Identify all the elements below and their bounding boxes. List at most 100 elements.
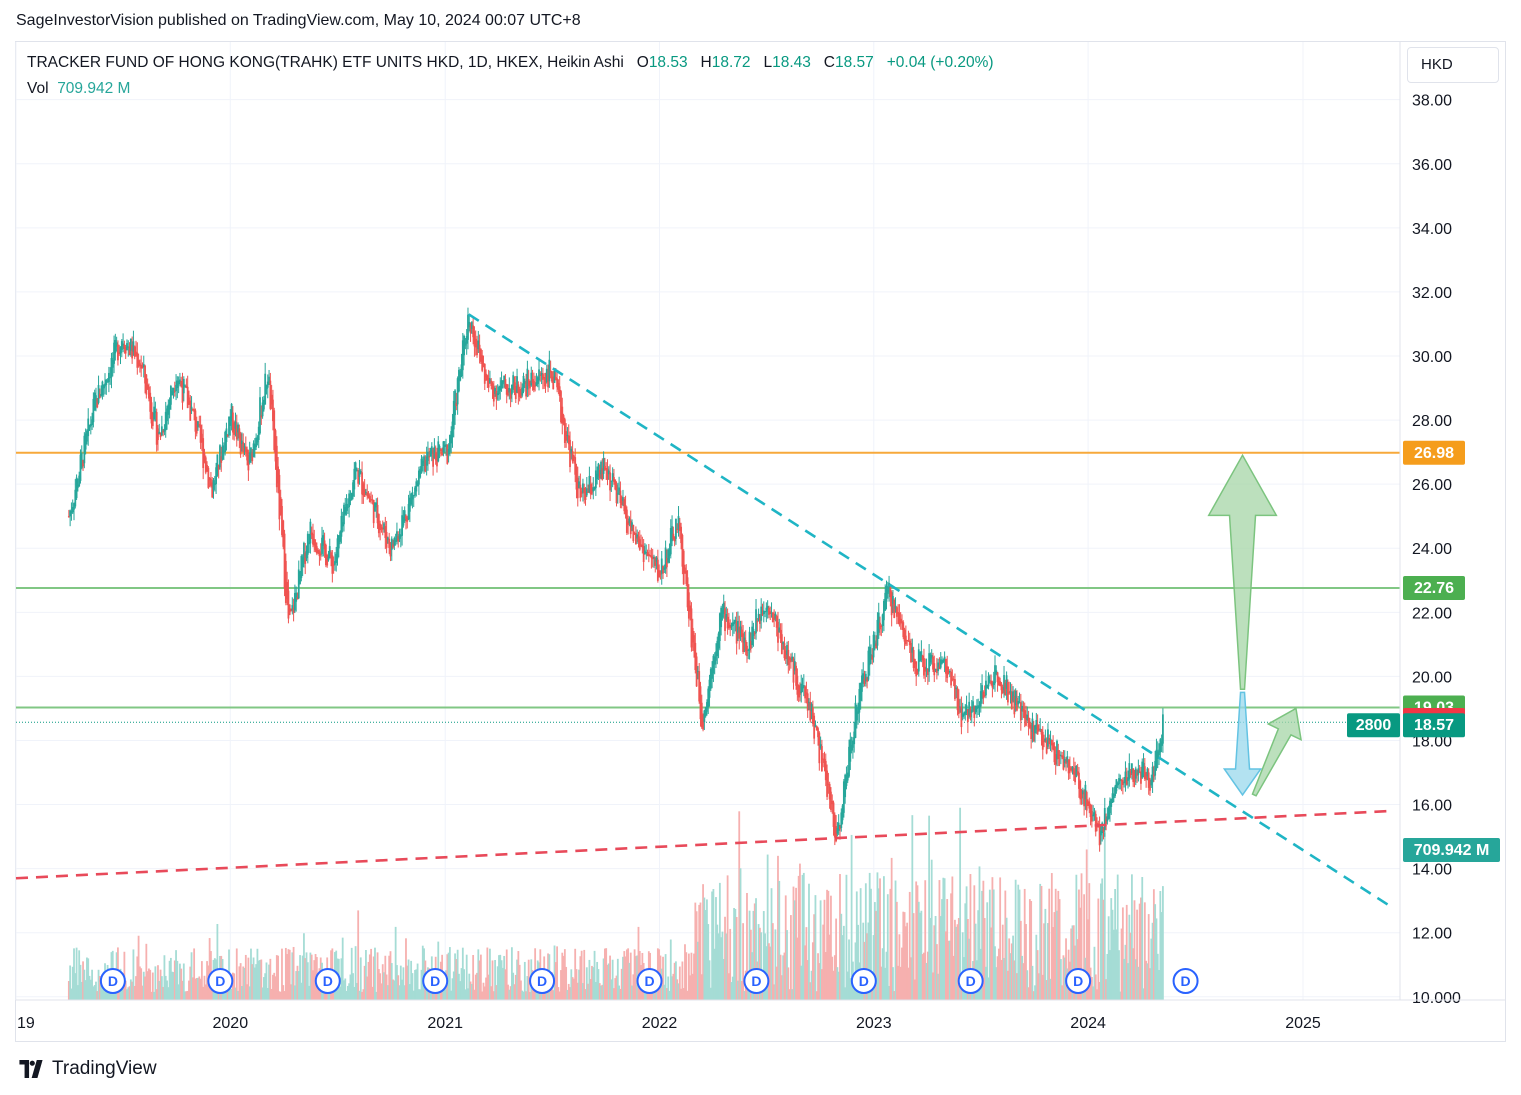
candle-body: [1133, 775, 1136, 783]
volume-bar: [423, 948, 425, 1000]
dividend-label: D: [751, 973, 761, 989]
candle-body: [774, 613, 777, 619]
dividend-marker: D: [1065, 968, 1092, 994]
candle: [491, 381, 494, 399]
candle: [367, 491, 370, 499]
candle-body: [673, 536, 676, 542]
volume-bar: [96, 991, 99, 1000]
candle: [535, 373, 538, 387]
candle-body: [583, 487, 586, 494]
candle-body: [253, 444, 256, 451]
candle: [231, 406, 234, 440]
candle-body: [269, 380, 272, 409]
candle-body: [126, 343, 128, 351]
y-tick-label: 36.00: [1412, 157, 1452, 174]
candle: [844, 773, 847, 804]
candle-body: [895, 607, 898, 617]
candle: [726, 608, 729, 635]
candle-body: [597, 463, 600, 477]
candle: [353, 462, 356, 497]
candle-body: [961, 713, 964, 717]
volume-bar: [145, 943, 148, 1000]
candle: [793, 653, 796, 675]
level-price-label-text: 26.98: [1414, 445, 1454, 462]
candle-body: [665, 558, 668, 568]
footer-brand[interactable]: TradingView: [16, 1058, 157, 1080]
candle: [740, 620, 743, 643]
candle-body: [458, 369, 460, 392]
candle: [867, 646, 870, 682]
volume-bar: [703, 897, 706, 1000]
currency-button[interactable]: HKD: [1407, 47, 1499, 83]
volume-bar: [242, 966, 245, 1000]
candle-body: [560, 391, 562, 423]
candle-body: [476, 343, 478, 356]
candle: [801, 677, 804, 693]
volume-bar: [309, 952, 312, 1000]
candle-body: [1121, 780, 1124, 785]
candle-body: [805, 692, 808, 695]
volume-bar: [1110, 898, 1113, 1000]
volume-bar: [992, 889, 995, 1000]
candle-body: [310, 532, 313, 535]
candles: [67, 307, 1164, 852]
volume-bar: [1154, 904, 1157, 1000]
volume-bar: [753, 903, 756, 1000]
candle-body: [632, 524, 635, 542]
candle: [355, 467, 358, 472]
candle-body: [84, 433, 87, 450]
candle-body: [974, 705, 977, 713]
candle-body: [650, 555, 653, 559]
candle: [654, 556, 657, 573]
candle: [903, 627, 906, 650]
volume-bar: [950, 893, 952, 1000]
candle-body: [1010, 691, 1013, 710]
candle: [458, 366, 460, 393]
dividend-marker: D: [743, 968, 770, 994]
candle-body: [195, 421, 198, 434]
volume-bar: [737, 980, 739, 1000]
candle: [384, 516, 387, 550]
candle: [341, 511, 344, 533]
volume-bar: [553, 945, 556, 1000]
ticker-label: 2800: [1347, 713, 1400, 738]
volume-bar: [926, 951, 929, 1000]
volume-bar: [317, 983, 320, 1000]
candle-body: [1014, 690, 1017, 706]
volume-bar: [1018, 889, 1021, 1000]
candle: [1081, 787, 1084, 805]
candle: [939, 652, 942, 670]
candle: [1049, 730, 1052, 751]
volume-bar: [239, 963, 242, 1000]
candle: [508, 377, 511, 400]
candle-body: [146, 384, 149, 390]
candle: [530, 366, 533, 387]
candle-body: [948, 671, 951, 673]
candle-body: [536, 377, 539, 384]
volume-bar: [700, 974, 703, 1000]
candle-body: [173, 390, 176, 392]
dividend-icon: [1172, 968, 1199, 994]
candle: [755, 599, 757, 640]
volume-bar: [569, 987, 571, 1000]
volume-bar: [268, 964, 270, 1000]
candle: [696, 666, 699, 680]
candle: [340, 508, 343, 544]
candle-body: [114, 340, 117, 354]
x-tick-label: 2023: [856, 1015, 892, 1032]
candle-body: [1044, 738, 1047, 742]
candle: [623, 497, 626, 515]
volume-bar: [1078, 889, 1080, 1000]
candle: [133, 345, 136, 360]
candle: [1111, 787, 1114, 803]
candle: [881, 613, 884, 633]
volume-bar: [1092, 986, 1095, 1000]
candle-body: [622, 497, 624, 501]
candle: [824, 753, 827, 787]
candle-body: [283, 533, 286, 589]
candle-body: [1149, 780, 1151, 791]
candle: [672, 526, 675, 541]
candle: [558, 375, 561, 402]
candle: [665, 549, 668, 578]
